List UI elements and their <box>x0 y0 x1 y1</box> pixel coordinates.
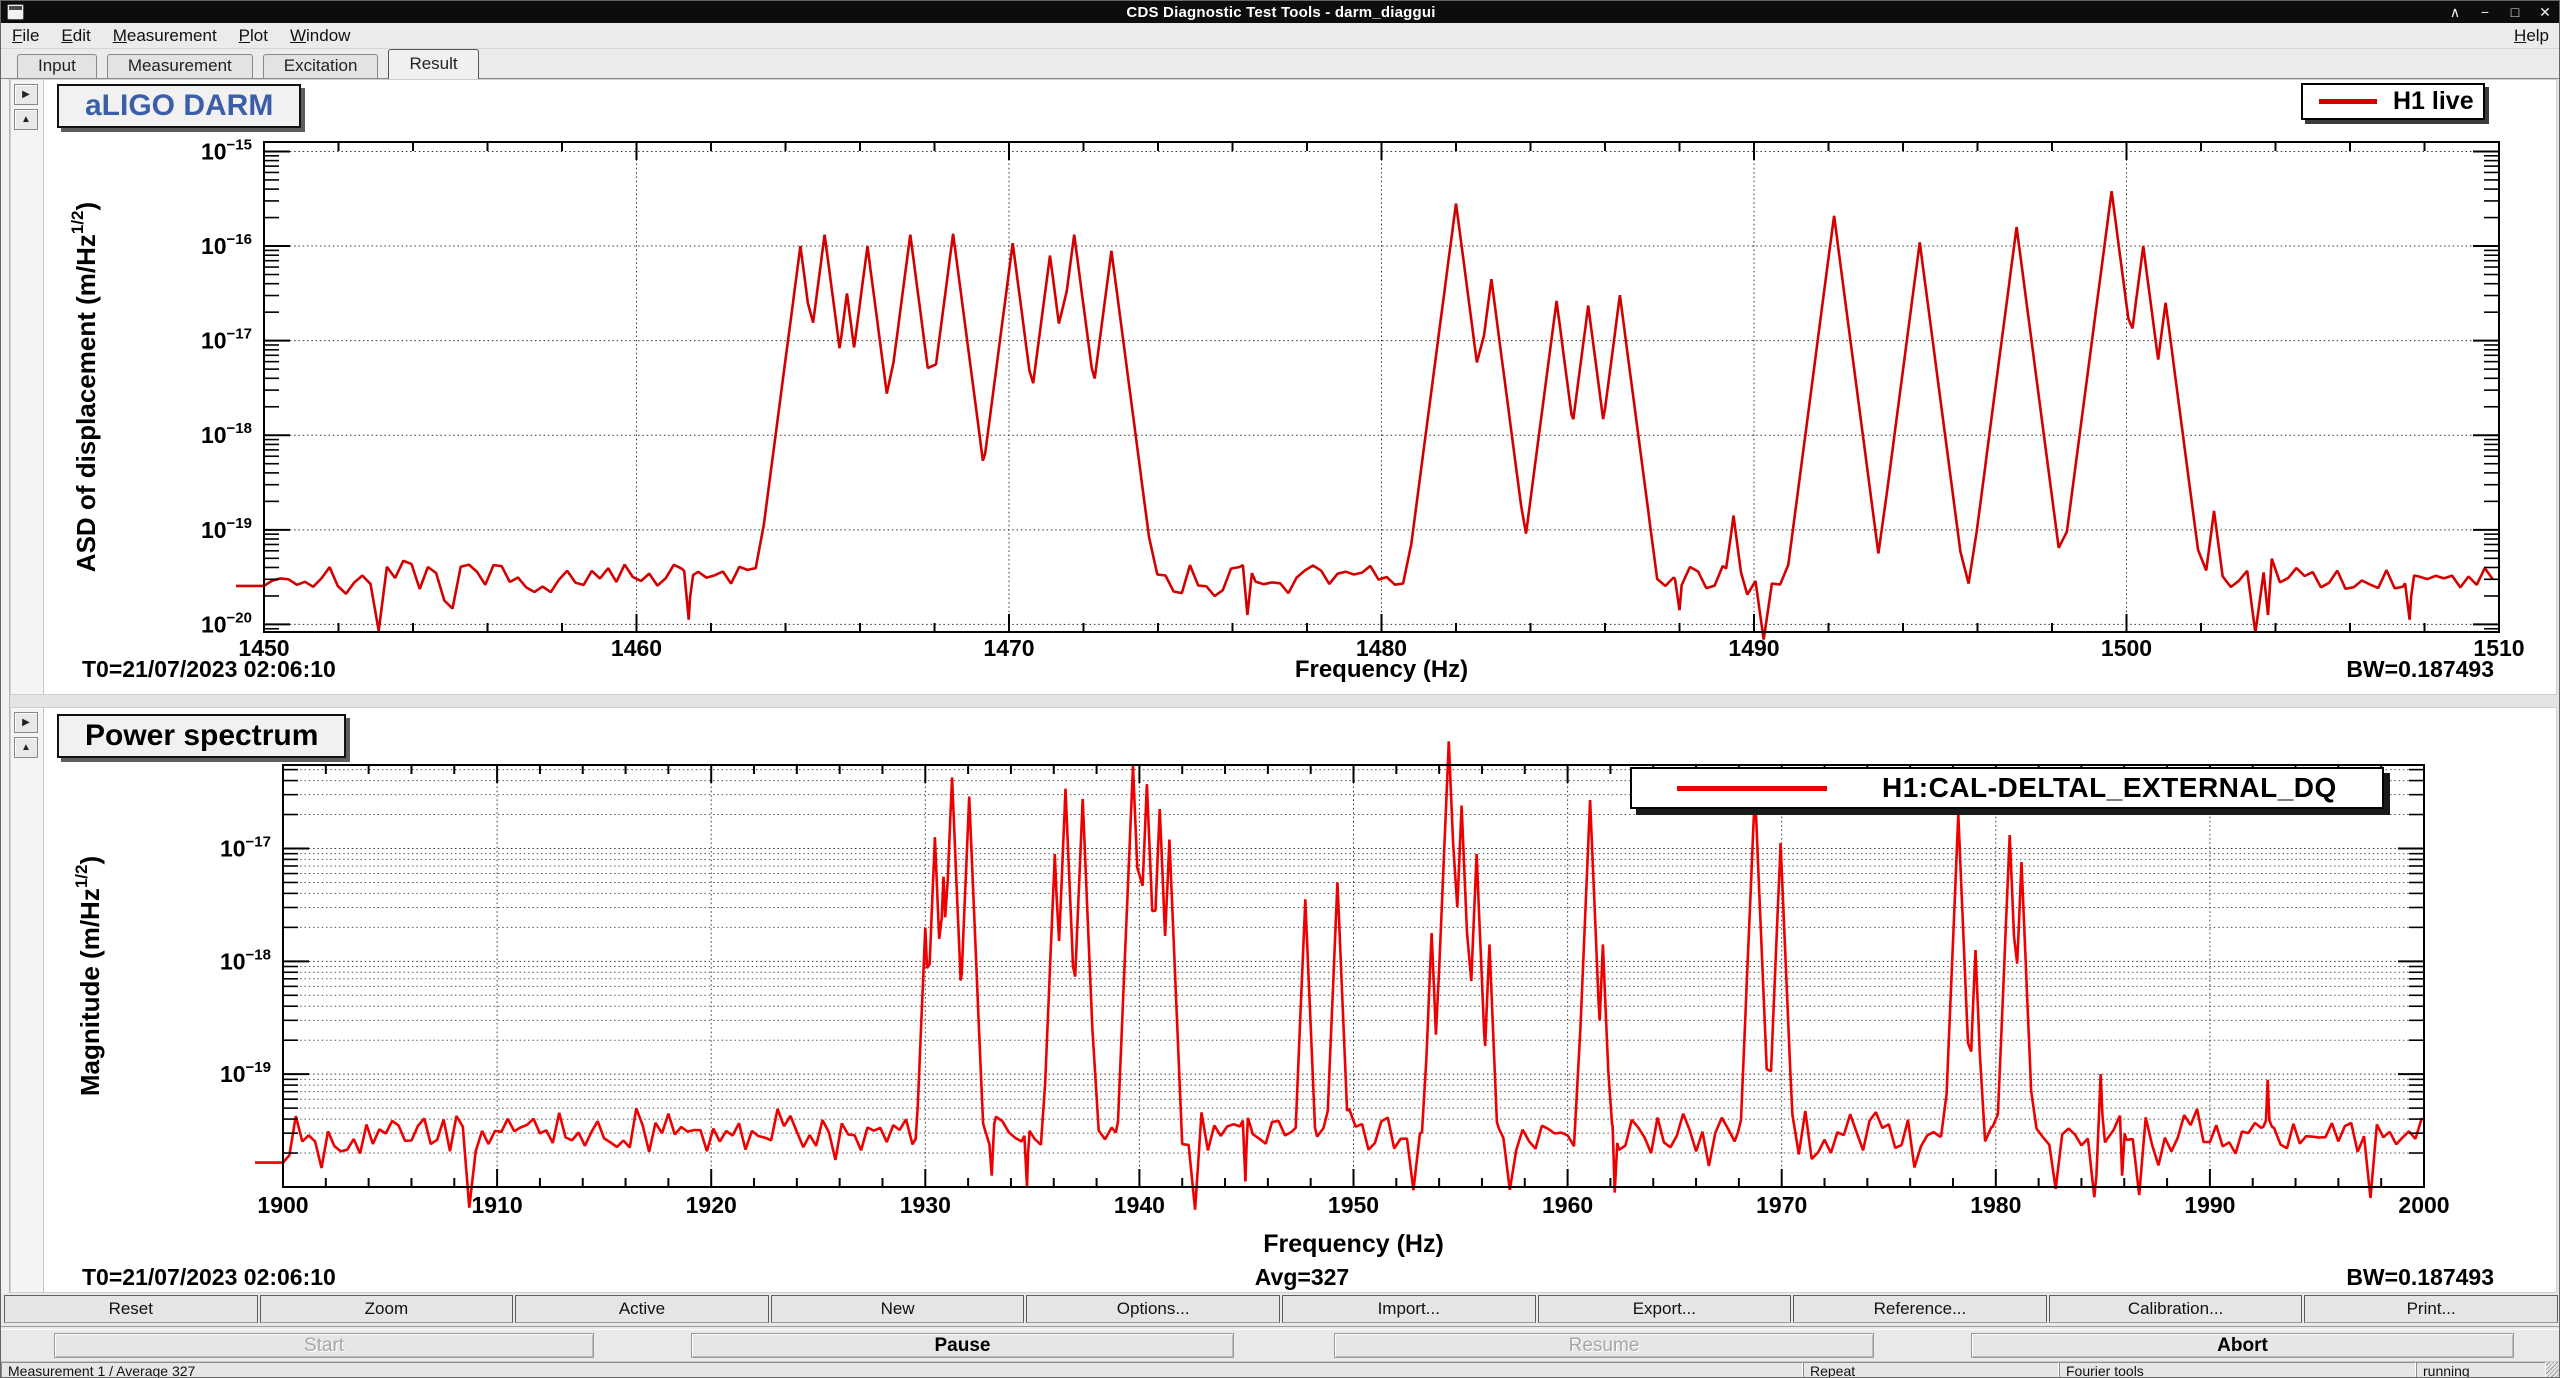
separator <box>1 1326 2560 1330</box>
titlebar[interactable]: CDS Diagnostic Test Tools - darm_diaggui… <box>1 1 2560 23</box>
svg-text:1910: 1910 <box>472 1192 523 1218</box>
maximize-button[interactable]: □ <box>2507 4 2523 20</box>
app-window: CDS Diagnostic Test Tools - darm_diaggui… <box>0 0 2560 1378</box>
plot1-title-chip: aLIGO DARM <box>57 84 301 128</box>
toolbar-buttons: Reset Zoom Active New Options... Import.… <box>1 1295 2560 1323</box>
plot2-xaxis-label: Frequency (Hz) <box>283 1230 2424 1259</box>
svg-text:1950: 1950 <box>1328 1192 1379 1218</box>
options-button[interactable]: Options... <box>1026 1295 1280 1323</box>
tab-excitation[interactable]: Excitation <box>263 54 379 78</box>
plot2-t0: T0=21/07/2023 02:06:10 <box>82 1264 336 1291</box>
plot2-xaxis-row: Frequency (Hz) <box>11 1230 2556 1258</box>
new-button[interactable]: New <box>771 1295 1025 1323</box>
panel-aligo-darm: ▶ ▲ 145014601470148014901500151010−1510−… <box>10 79 2557 695</box>
import-button[interactable]: Import... <box>1282 1295 1536 1323</box>
svg-text:ASD of displacement (m/Hz1/2): ASD of displacement (m/Hz1/2) <box>68 202 101 572</box>
reset-button[interactable]: Reset <box>4 1295 258 1323</box>
svg-text:1970: 1970 <box>1756 1192 1807 1218</box>
svg-text:1900: 1900 <box>257 1192 308 1218</box>
svg-text:10−20: 10−20 <box>201 609 252 637</box>
abort-button[interactable]: Abort <box>1971 1333 2514 1358</box>
menu-edit[interactable]: Edit <box>50 23 101 48</box>
svg-text:10−15: 10−15 <box>201 136 252 164</box>
svg-text:1960: 1960 <box>1542 1192 1593 1218</box>
zoom-button[interactable]: Zoom <box>260 1295 514 1323</box>
plot2-legend[interactable]: H1:CAL-DELTAL_EXTERNAL_DQ <box>1630 767 2384 809</box>
plot1-footer: T0=21/07/2023 02:06:10 Frequency (Hz) BW… <box>11 656 2556 684</box>
menu-plot[interactable]: Plot <box>228 23 279 48</box>
splitter-strip[interactable] <box>1 79 10 1293</box>
start-button: Start <box>54 1333 594 1358</box>
menu-measurement[interactable]: Measurement <box>102 23 228 48</box>
svg-text:10−18: 10−18 <box>220 946 271 974</box>
svg-text:10−17: 10−17 <box>201 326 252 354</box>
svg-text:1920: 1920 <box>686 1192 737 1218</box>
menu-window[interactable]: Window <box>279 23 361 48</box>
resize-grip[interactable] <box>2546 1362 2560 1378</box>
plot2-legend-label: H1:CAL-DELTAL_EXTERNAL_DQ <box>1882 772 2337 804</box>
svg-text:10−19: 10−19 <box>201 515 252 543</box>
panel-power-spectrum: ▶ ▲ 190019101920193019401950196019701980… <box>10 707 2557 1293</box>
close-button[interactable]: ✕ <box>2537 4 2553 21</box>
plot2-footer: T0=21/07/2023 02:06:10 Avg=327 BW=0.1874… <box>11 1264 2556 1292</box>
plot2-legend-line-icon <box>1677 786 1827 791</box>
plot1-canvas[interactable]: 145014601470148014901500151010−1510−1610… <box>11 80 2560 680</box>
status-state: running <box>2416 1362 2546 1378</box>
plot1-bw: BW=0.187493 <box>2346 656 2494 683</box>
tab-measurement[interactable]: Measurement <box>107 54 253 78</box>
minimize-button[interactable]: − <box>2477 4 2493 20</box>
svg-text:1940: 1940 <box>1114 1192 1165 1218</box>
result-page: ▶ ▲ 145014601470148014901500151010−1510−… <box>1 79 2560 1293</box>
export-button[interactable]: Export... <box>1538 1295 1792 1323</box>
plot1-xaxis-label: Frequency (Hz) <box>264 656 2499 684</box>
status-repeat: Repeat <box>1803 1362 2059 1378</box>
statusbar: Measurement 1 / Average 327 Repeat Fouri… <box>1 1361 2560 1378</box>
menu-help[interactable]: Help <box>2502 23 2560 48</box>
plot2-title-chip: Power spectrum <box>57 714 346 758</box>
calibration-button[interactable]: Calibration... <box>2049 1295 2303 1323</box>
svg-text:10−19: 10−19 <box>220 1059 271 1087</box>
tabbar: Input Measurement Excitation Result <box>1 49 2560 79</box>
window-controls: ∧ − □ ✕ <box>2447 1 2553 23</box>
reference-button[interactable]: Reference... <box>1793 1295 2047 1323</box>
plot1-legend-line-icon <box>2319 99 2377 104</box>
plot2-bw: BW=0.187493 <box>2346 1264 2494 1291</box>
svg-text:2000: 2000 <box>2398 1192 2449 1218</box>
tab-input[interactable]: Input <box>17 54 97 78</box>
menu-file[interactable]: File <box>1 23 50 48</box>
print-button[interactable]: Print... <box>2304 1295 2558 1323</box>
menubar: File Edit Measurement Plot Window Help <box>1 23 2560 49</box>
active-button[interactable]: Active <box>515 1295 769 1323</box>
tab-result[interactable]: Result <box>388 49 478 79</box>
svg-text:1990: 1990 <box>2184 1192 2235 1218</box>
status-tools: Fourier tools <box>2059 1362 2416 1378</box>
svg-text:1930: 1930 <box>900 1192 951 1218</box>
resume-button: Resume <box>1334 1333 1874 1358</box>
shade-button[interactable]: ∧ <box>2447 4 2463 21</box>
pause-button[interactable]: Pause <box>691 1333 1234 1358</box>
svg-text:10−17: 10−17 <box>220 833 271 861</box>
window-title: CDS Diagnostic Test Tools - darm_diaggui <box>1 4 2560 21</box>
svg-text:Magnitude (m/Hz1/2): Magnitude (m/Hz1/2) <box>72 856 105 1096</box>
status-measurement: Measurement 1 / Average 327 <box>1 1362 1803 1378</box>
plot1-legend-label: H1 live <box>2393 87 2474 116</box>
svg-text:10−16: 10−16 <box>201 231 252 259</box>
plot1-legend[interactable]: H1 live <box>2301 83 2485 120</box>
plot2-avg: Avg=327 <box>1202 1264 1402 1291</box>
svg-text:1980: 1980 <box>1970 1192 2021 1218</box>
svg-text:10−18: 10−18 <box>201 420 252 448</box>
